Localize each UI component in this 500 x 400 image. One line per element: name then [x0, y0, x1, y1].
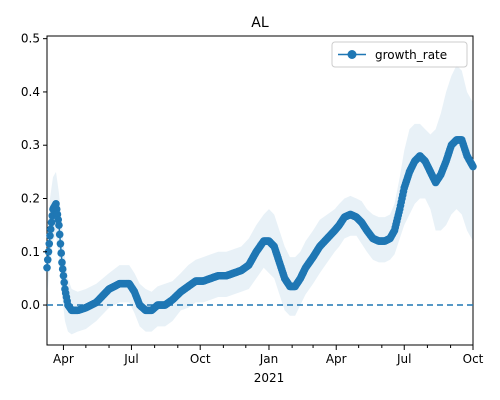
- data-point: [46, 225, 55, 233]
- data-point: [58, 265, 67, 273]
- x-tick-label: Jan: [259, 352, 279, 366]
- data-point: [46, 231, 54, 240]
- y-tick-label: 0.3: [21, 138, 40, 152]
- y-tick-label: 0.1: [21, 245, 40, 259]
- legend-label: growth_rate: [375, 48, 447, 62]
- data-point: [43, 263, 51, 272]
- data-point: [55, 221, 63, 229]
- legend-marker: [347, 50, 357, 59]
- data-point: [43, 255, 52, 264]
- data-point: [55, 230, 64, 239]
- x-tick-label: Jul: [123, 352, 138, 366]
- x-tick-label: Apr: [326, 352, 347, 366]
- data-point: [45, 239, 54, 248]
- series-markers: [43, 136, 477, 315]
- legend-box: [331, 41, 468, 68]
- x-tick-label: Oct: [190, 352, 211, 366]
- legend: growth_rate: [331, 41, 468, 68]
- data-point: [44, 247, 53, 256]
- plot-area: 0.0 0.1 0.2 0.3 0.4 0.5 Apr Jul Oct Jan Apr Jul Oct 2…: [21, 32, 484, 385]
- data-point: [469, 162, 477, 171]
- data-point: [56, 239, 65, 248]
- chart-title: AL: [251, 15, 269, 31]
- data-point: [47, 218, 56, 227]
- y-tick-label: 0.0: [21, 298, 40, 312]
- data-point: [57, 249, 65, 257]
- data-point: [59, 271, 68, 280]
- x-tick-label: Apr: [53, 352, 74, 366]
- x-tick-label: Oct: [463, 352, 484, 366]
- data-point: [58, 258, 66, 267]
- x-tick-label: Jul: [396, 352, 411, 366]
- y-tick-label: 0.2: [21, 191, 40, 205]
- x-axis-year-label: 2021: [254, 371, 285, 385]
- axes-frame: [46, 35, 474, 346]
- data-point: [60, 278, 68, 287]
- y-tick-label: 0.4: [21, 85, 40, 99]
- y-tick-label: 0.5: [21, 32, 40, 46]
